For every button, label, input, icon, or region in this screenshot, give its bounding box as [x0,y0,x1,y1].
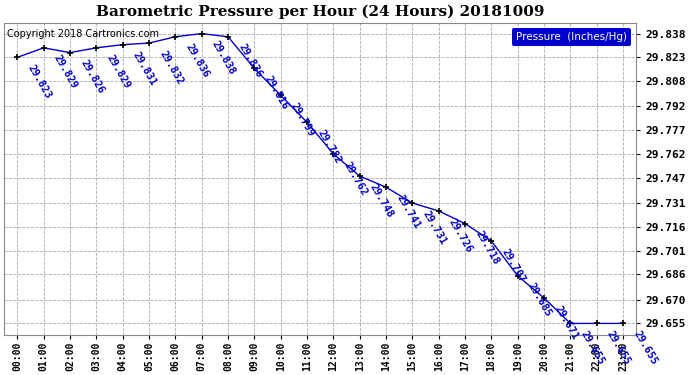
Text: 29.782: 29.782 [315,128,343,165]
Text: 29.762: 29.762 [342,159,369,197]
Text: 29.829: 29.829 [105,53,132,91]
Text: 29.832: 29.832 [157,49,185,86]
Text: 29.831: 29.831 [131,50,159,88]
Text: 29.707: 29.707 [500,247,527,284]
Text: 29.836: 29.836 [237,42,264,80]
Text: 29.655: 29.655 [579,329,607,366]
Text: 29.823: 29.823 [26,63,53,100]
Text: 29.685: 29.685 [526,282,553,319]
Text: 29.718: 29.718 [473,229,501,267]
Legend: Pressure  (Inches/Hg): Pressure (Inches/Hg) [512,28,631,46]
Text: 29.799: 29.799 [289,101,317,138]
Text: 29.741: 29.741 [395,193,422,230]
Text: 29.748: 29.748 [368,182,395,219]
Text: 29.836: 29.836 [184,42,211,80]
Title: Barometric Pressure per Hour (24 Hours) 20181009: Barometric Pressure per Hour (24 Hours) … [96,4,544,18]
Text: 29.826: 29.826 [79,58,106,96]
Text: 29.655: 29.655 [631,329,659,366]
Text: 29.726: 29.726 [447,216,475,254]
Text: 29.816: 29.816 [263,74,290,111]
Text: 29.731: 29.731 [421,209,448,246]
Text: Copyright 2018 Cartronics.com: Copyright 2018 Cartronics.com [8,29,159,39]
Text: 29.655: 29.655 [605,329,633,366]
Text: 29.838: 29.838 [210,39,237,76]
Text: 29.671: 29.671 [553,304,580,341]
Text: 29.829: 29.829 [52,53,79,91]
